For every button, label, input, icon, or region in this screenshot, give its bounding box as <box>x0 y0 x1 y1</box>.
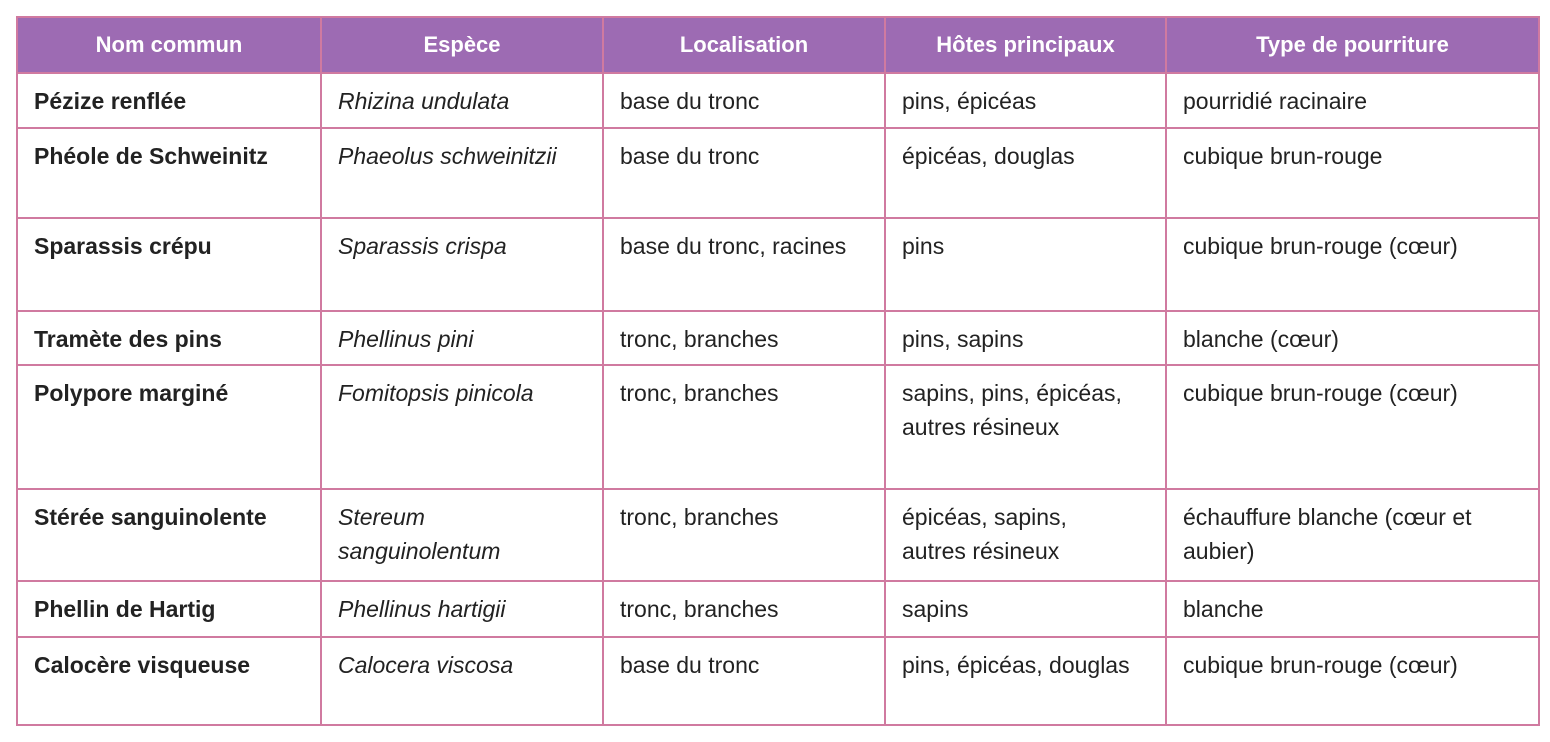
table-cell: blanche (cœur) <box>1165 310 1540 366</box>
table-cell: Calocera viscosa <box>320 636 604 726</box>
column-header: Nom commun <box>16 16 322 74</box>
table-row: Phéole de Schweinitz Phaeolus schweinitzi… <box>16 127 1540 219</box>
table-cell: pins, épicéas <box>884 72 1167 129</box>
table-cell: cubique brun-rouge (cœur) <box>1165 636 1540 726</box>
table-cell: Tramète des pins <box>16 310 322 366</box>
table-row: Pézize renflée Rhizina undulata base du tr… <box>16 72 1540 129</box>
table-cell: base du tronc <box>602 636 886 726</box>
table-cell: base du tronc <box>602 127 886 219</box>
table-row: Polypore marginé Fomitopsis pinicola tronc… <box>16 364 1540 490</box>
table-cell: Phellin de Hartig <box>16 580 322 638</box>
table-cell: base du tronc, racines <box>602 217 886 312</box>
table-cell: Fomitopsis pinicola <box>320 364 604 490</box>
table-body: Pézize renflée Rhizina undulata base du tr… <box>16 72 1540 726</box>
column-header: Type de pourriture <box>1165 16 1540 74</box>
table-container: Nom commun Espèce Localisation Hôtes princi… <box>16 16 1540 726</box>
table-cell: épicéas, sapins, autres résineux <box>884 488 1167 582</box>
table-cell: Rhizina undulata <box>320 72 604 129</box>
table-cell: Sparassis crépu <box>16 217 322 312</box>
table-cell: Pézize renflée <box>16 72 322 129</box>
table-cell: pins <box>884 217 1167 312</box>
table-cell: tronc, branches <box>602 364 886 490</box>
table-cell: pourridié racinaire <box>1165 72 1540 129</box>
table-cell: cubique brun-rouge (cœur) <box>1165 364 1540 490</box>
column-header: Espèce <box>320 16 604 74</box>
table-cell: cubique brun-rouge (cœur) <box>1165 217 1540 312</box>
header-row: Nom commun Espèce Localisation Hôtes princi… <box>16 16 1540 74</box>
table-cell: Sparassis crispa <box>320 217 604 312</box>
table-row: Tramète des pins Phellinus pini tronc, bra… <box>16 310 1540 366</box>
table-cell: pins, épicéas, douglas <box>884 636 1167 726</box>
table-cell: blanche <box>1165 580 1540 638</box>
table-cell: sapins <box>884 580 1167 638</box>
table-row: Stérée sanguinolente Stereum sanguinolent… <box>16 488 1540 582</box>
table-cell: base du tronc <box>602 72 886 129</box>
table-head: Nom commun Espèce Localisation Hôtes princi… <box>16 16 1540 74</box>
fungi-table: Nom commun Espèce Localisation Hôtes princi… <box>16 16 1540 726</box>
table-cell: pins, sapins <box>884 310 1167 366</box>
table-cell: Stereum sanguinolentum <box>320 488 604 582</box>
table-cell: tronc, branches <box>602 488 886 582</box>
table-cell: Phellinus hartigii <box>320 580 604 638</box>
table-cell: Phéole de Schweinitz <box>16 127 322 219</box>
table-row: Phellin de Hartig Phellinus hartigii tronc… <box>16 580 1540 638</box>
table-cell: tronc, branches <box>602 580 886 638</box>
table-cell: Phellinus pini <box>320 310 604 366</box>
column-header: Hôtes principaux <box>884 16 1167 74</box>
table-cell: épicéas, douglas <box>884 127 1167 219</box>
table-cell: Phaeolus schweinitzii <box>320 127 604 219</box>
table-row: Sparassis crépu Sparassis crispa base du t… <box>16 217 1540 312</box>
table-cell: sapins, pins, épicéas, autres résineux <box>884 364 1167 490</box>
table-cell: Calocère visqueuse <box>16 636 322 726</box>
table-cell: cubique brun-rouge <box>1165 127 1540 219</box>
table-cell: échauffure blanche (cœur et aubier) <box>1165 488 1540 582</box>
table-cell: tronc, branches <box>602 310 886 366</box>
table-cell: Polypore marginé <box>16 364 322 490</box>
column-header: Localisation <box>602 16 886 74</box>
table-cell: Stérée sanguinolente <box>16 488 322 582</box>
table-row: Calocère visqueuse Calocera viscosa base d… <box>16 636 1540 726</box>
